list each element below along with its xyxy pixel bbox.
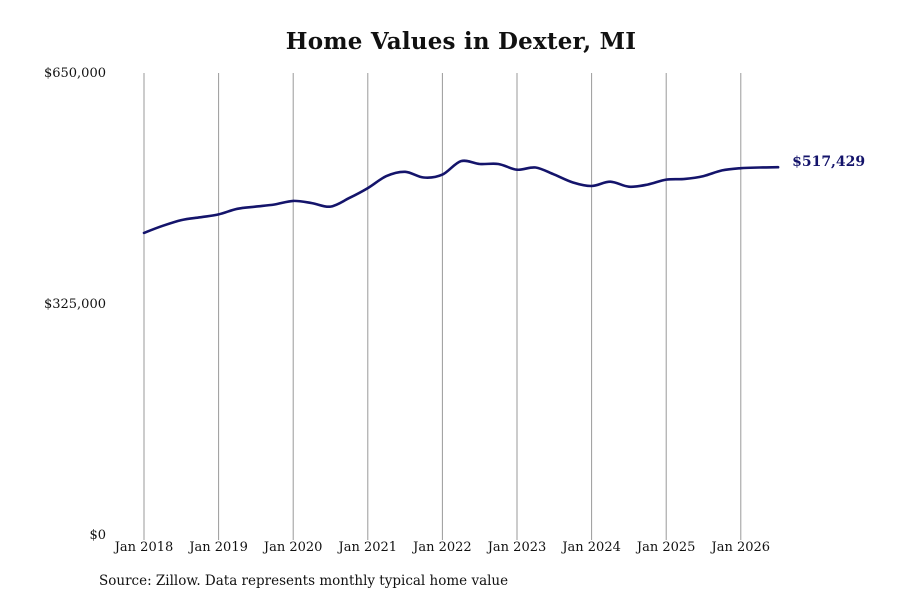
x-tick-label: Jan 2026 [710,540,771,555]
y-tick-label: $325,000 [44,297,106,312]
x-tick-label: Jan 2021 [337,540,398,555]
gridlines [143,73,742,535]
y-tick-label: $0 [89,528,106,543]
x-tick-label: Jan 2019 [187,540,248,555]
y-tick-label: $650,000 [44,66,106,81]
x-tick-label: Jan 2020 [262,540,323,555]
x-tick-label: Jan 2023 [486,540,547,555]
series-line [142,159,780,235]
x-axis-ticks: Jan 2018 Jan 2019 Jan 2020 Jan 2021 Jan 2022… [113,535,770,555]
chart-title: Home Values in Dexter, MI [285,28,637,55]
source-note: Source: Zillow. Data represents monthly … [99,573,509,589]
series-layer [142,159,780,235]
x-tick-label: Jan 2025 [635,540,696,555]
y-axis-ticks: $0 $325,000 $650,000 [44,66,106,543]
x-tick-label: Jan 2018 [113,540,174,555]
x-tick-label: Jan 2022 [411,540,472,555]
end-value-label: $517,429 [792,154,865,170]
x-tick-label: Jan 2024 [560,540,621,555]
end-label-layer: $517,429 [792,154,865,170]
